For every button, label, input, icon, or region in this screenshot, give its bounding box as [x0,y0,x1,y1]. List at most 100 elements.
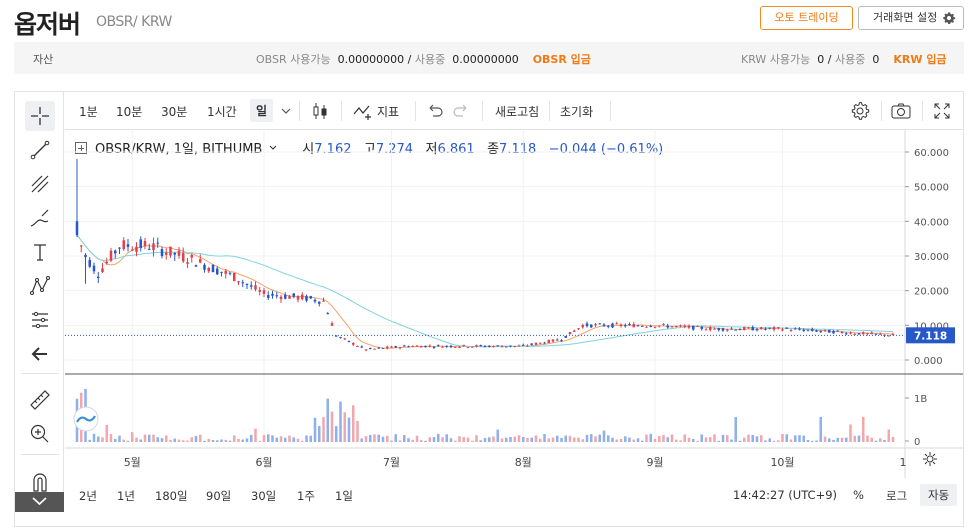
volume-bar [849,424,852,442]
hide-toolbar-button[interactable] [25,339,55,369]
undo-icon[interactable] [424,100,446,122]
candle-body [347,340,351,342]
ruler-tool[interactable] [25,385,55,415]
candle-body [96,276,100,279]
volume-bar [101,437,104,442]
camera-icon[interactable] [890,100,912,122]
interval-1d[interactable]: 일 [250,99,274,122]
range-1d[interactable]: 1일 [335,489,353,503]
toolbar-divider [549,101,550,121]
trade-settings-button[interactable]: 거래화면 설정 [858,6,964,30]
close-value: 7.118 [499,142,537,157]
range-1y[interactable]: 1년 [117,489,135,503]
volume-bar [296,438,300,442]
chevron-down-icon[interactable] [268,143,278,153]
range-1w[interactable]: 1주 [297,489,315,503]
expand-legend-icon[interactable] [75,142,87,154]
chevron-down-icon[interactable] [279,102,293,120]
price-tick-label: 20.000 [914,287,949,298]
candle-body [415,345,419,347]
fib-tool[interactable] [25,169,55,199]
pattern-tool[interactable] [25,271,55,301]
auto-scale-toggle[interactable]: 자동 [920,484,958,506]
volume-bar [177,439,181,442]
candle-body [721,328,725,331]
volume-bar [390,440,393,442]
volume-bar [232,435,236,442]
zoom-in-tool[interactable] [25,419,55,449]
reset-button[interactable]: 초기화 [560,105,594,119]
volume-bar [589,434,593,442]
gear-icon[interactable] [849,100,871,122]
candle-body [538,342,542,344]
chart-axes: 60.000 50.000 40.000 30.000 20.000 10.000 0.00… [65,130,963,478]
crosshair-tool[interactable] [25,101,55,131]
candle-body [181,253,185,262]
obsr-deposit-link[interactable]: OBSR 입금 [532,53,591,66]
volume-bar [475,435,478,442]
candle-body [606,325,610,327]
candle-body [300,294,304,300]
candle-body [462,344,466,347]
candle-body [215,268,219,275]
volume-bar [857,435,861,442]
volume-bar [526,437,529,442]
volume-bar [402,434,406,442]
indicator-label[interactable]: 지표 [377,105,400,119]
redo-icon[interactable] [450,100,472,122]
volume-bar [649,433,653,442]
clock: 14:42:27 (UTC+9) [733,488,838,502]
interval-1h[interactable]: 1시간 [207,105,237,119]
volume-bar [181,440,185,442]
volume-bar [742,437,746,442]
volume-bar [118,435,121,442]
logo-wave [76,415,96,423]
volume-bar [186,440,189,442]
brush-tool[interactable] [25,203,55,233]
trend-line-tool[interactable] [25,135,55,165]
range-30d[interactable]: 30일 [251,489,277,503]
percent-toggle[interactable]: % [853,488,864,502]
volume-bar [530,437,534,442]
candle-body [356,346,359,348]
candle-body [169,246,172,256]
fullscreen-icon[interactable] [931,100,953,122]
magnet-tool[interactable] [25,467,55,497]
auto-trading-button[interactable]: 오토 트레이딩 [760,6,853,30]
krw-available-label: KRW 사용가능 [741,53,811,66]
text-tool[interactable] [25,237,55,267]
collapse-toolbar-button[interactable] [15,492,64,512]
axis-settings-icon[interactable] [923,452,937,466]
volume-bar [636,438,640,442]
range-180d[interactable]: 180일 [155,489,188,503]
interval-30m[interactable]: 30분 [161,105,188,119]
obsr-in-use-value: 0.00000000 [452,53,519,66]
measure-tool[interactable] [25,305,55,335]
interval-1m[interactable]: 1분 [79,105,98,119]
range-2y[interactable]: 2년 [79,489,97,503]
krw-deposit-link[interactable]: KRW 입금 [893,53,947,66]
volume-bar [500,438,504,442]
refresh-button[interactable]: 새로고침 [495,105,540,119]
candle-body [275,295,279,297]
candle-body [657,325,661,327]
indicator-icon[interactable] [352,100,374,122]
candle-body [173,252,177,255]
change-value: −0.044 (−0.61%) [548,142,664,157]
volume-bar [534,435,538,442]
volume-bar [679,440,682,442]
log-toggle[interactable]: 로그 [886,489,908,503]
chart-grid [65,130,905,447]
candle-body [75,221,79,236]
last-price-label: 7.118 [914,330,947,342]
interval-10m[interactable]: 10분 [116,105,143,119]
candle-body [755,329,759,331]
volume-bar [640,440,644,442]
volume-bar [113,438,117,442]
krw-sep: / [827,53,832,66]
range-90d[interactable]: 90일 [206,489,232,503]
candle-body [79,245,83,247]
high-label: 고 [363,142,376,157]
candle-style-icon[interactable] [309,100,331,122]
